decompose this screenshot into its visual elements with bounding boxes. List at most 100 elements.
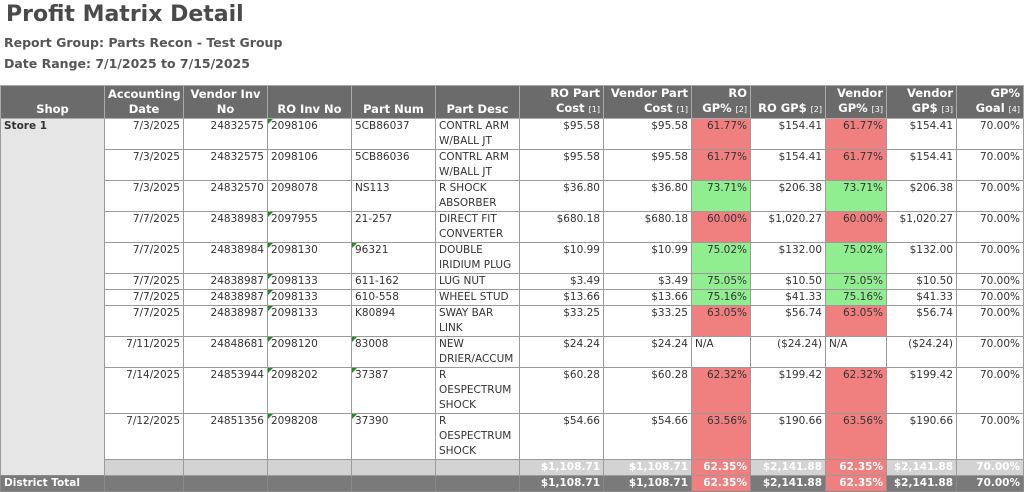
ro-gp-amt-cell: ($24.24) <box>750 336 826 368</box>
column-header-label: Shop <box>36 102 69 116</box>
subtotal-goal: 70.00% <box>956 459 1024 476</box>
ro-gp-amt-cell: $132.00 <box>750 242 826 274</box>
ro-part-cost-cell: $60.28 <box>519 367 604 414</box>
ro-gp-pct-cell: 75.16% <box>691 289 751 306</box>
column-footnote-ref: [1] <box>588 105 600 114</box>
column-header-label: Vendor Part Cost <box>610 86 688 115</box>
table-row[interactable]: 7/7/2025 24838987 2098133 610-558 WHEEL STUD… <box>1 289 1024 306</box>
gp-goal-cell: 70.00% <box>956 149 1024 181</box>
accounting-date-cell: 7/3/2025 <box>104 180 184 212</box>
vendor-gp-pct-cell: 75.02% <box>825 242 887 274</box>
part-desc-cell: R OESPECTRUM SHOCK <box>435 413 520 460</box>
ro-gp-pct-cell: 60.00% <box>691 211 751 243</box>
column-header[interactable]: RO Part Cost [1] <box>519 85 604 119</box>
column-header[interactable]: Part Desc <box>435 85 520 119</box>
vendor-inv-cell: 24838983 <box>183 211 268 243</box>
accounting-date-cell: 7/3/2025 <box>104 149 184 181</box>
table-row[interactable]: 7/3/2025 24832570 2098078 NS113 R SHOCK ABSO… <box>1 180 1024 212</box>
column-footnote-ref: [3] <box>871 105 883 114</box>
column-header[interactable]: Vendor Inv No <box>183 85 268 119</box>
vendor-part-cost-cell: $95.58 <box>603 118 692 150</box>
column-header-label: Vendor Inv No <box>190 87 261 116</box>
column-header[interactable]: Vendor GP% [3] <box>825 85 887 119</box>
table-row[interactable]: 7/7/2025 24838987 2098133 611-162 LUG NUT $3.… <box>1 273 1024 290</box>
vendor-inv-cell: 24848681 <box>183 336 268 368</box>
column-header[interactable]: RO GP$ [2] <box>750 85 826 119</box>
gp-goal-cell: 70.00% <box>956 413 1024 460</box>
vendor-gp-amt-cell: $154.41 <box>886 118 957 150</box>
subtotal-row: $1,108.71 $1,108.71 62.35% $2,141.88 62.35% $… <box>1 459 1024 476</box>
vendor-gp-pct-cell: 61.77% <box>825 149 887 181</box>
part-num-cell: 83008 <box>351 336 436 368</box>
vendor-gp-amt-cell: $132.00 <box>886 242 957 274</box>
part-desc-cell: NEW DRIER/ACCUM <box>435 336 520 368</box>
ro-inv-cell: 2098133 <box>267 305 352 337</box>
accounting-date-cell: 7/7/2025 <box>104 242 184 274</box>
column-header-label: Accounting Date <box>108 87 181 116</box>
vendor-inv-cell: 24838987 <box>183 305 268 337</box>
vendor-gp-amt-cell: $206.38 <box>886 180 957 212</box>
empty-cell <box>104 459 184 476</box>
subtotal-ro-gp-amt: $2,141.88 <box>750 459 826 476</box>
part-desc-cell: CONTRL ARM W/BALL JT <box>435 118 520 150</box>
column-header[interactable]: RO Inv No <box>267 85 352 119</box>
column-header[interactable]: Accounting Date <box>104 85 184 119</box>
vendor-gp-pct-cell: 61.77% <box>825 118 887 150</box>
subtotal-ro-cost: $1,108.71 <box>519 459 604 476</box>
column-header[interactable]: Vendor Part Cost [1] <box>603 85 692 119</box>
report-title: Profit Matrix Detail <box>6 2 244 27</box>
ro-gp-pct-cell: 62.32% <box>691 367 751 414</box>
ro-inv-cell: 2098106 <box>267 149 352 181</box>
ro-part-cost-cell: $680.18 <box>519 211 604 243</box>
vendor-part-cost-cell: $36.80 <box>603 180 692 212</box>
ro-inv-cell: 2098078 <box>267 180 352 212</box>
gp-goal-cell: 70.00% <box>956 118 1024 150</box>
part-desc-cell: WHEEL STUD <box>435 289 520 306</box>
vendor-inv-cell: 24832575 <box>183 118 268 150</box>
column-header[interactable]: Vendor GP$ [3] <box>886 85 957 119</box>
table-row[interactable]: 7/7/2025 24838984 2098130 96321 DOUBLE IRIDI… <box>1 242 1024 274</box>
table-row[interactable]: 7/7/2025 24838983 2097955 21-257 DIRECT FIT … <box>1 211 1024 243</box>
column-header-label: Part Num <box>363 102 424 116</box>
table-row[interactable]: 7/11/2025 24848681 2098120 83008 NEW DRIER/A… <box>1 336 1024 368</box>
part-desc-cell: DOUBLE IRIDIUM PLUG <box>435 242 520 274</box>
column-header[interactable]: RO GP% [2] <box>691 85 751 119</box>
ro-gp-amt-cell: $56.74 <box>750 305 826 337</box>
part-num-cell: NS113 <box>351 180 436 212</box>
vendor-inv-cell: 24853944 <box>183 367 268 414</box>
column-header[interactable]: Shop <box>0 85 105 119</box>
shop-cell: Store 1 <box>0 118 105 476</box>
accounting-date-cell: 7/7/2025 <box>104 289 184 306</box>
part-num-cell: 611-162 <box>351 273 436 290</box>
ro-gp-pct-cell: 61.77% <box>691 118 751 150</box>
gp-goal-cell: 70.00% <box>956 242 1024 274</box>
ro-gp-pct-cell: 63.56% <box>691 413 751 460</box>
vendor-part-cost-cell: $3.49 <box>603 273 692 290</box>
accounting-date-cell: 7/7/2025 <box>104 305 184 337</box>
vendor-gp-pct-cell: 75.16% <box>825 289 887 306</box>
vendor-inv-cell: 24851356 <box>183 413 268 460</box>
table-row[interactable]: 7/7/2025 24838987 2098133 K80894 SWAY BAR LI… <box>1 305 1024 337</box>
ro-gp-pct-cell: 73.71% <box>691 180 751 212</box>
vendor-gp-amt-cell: $1,020.27 <box>886 211 957 243</box>
part-num-cell: K80894 <box>351 305 436 337</box>
subtotal-vendor-cost: $1,108.71 <box>603 459 692 476</box>
vendor-inv-cell: 24832575 <box>183 149 268 181</box>
table-row[interactable]: 7/12/2025 24851356 2098208 37390 R OESPECTRU… <box>1 413 1024 460</box>
column-header-label: RO Part Cost <box>550 86 600 115</box>
ro-part-cost-cell: $95.58 <box>519 149 604 181</box>
part-desc-cell: LUG NUT <box>435 273 520 290</box>
ro-gp-amt-cell: $199.42 <box>750 367 826 414</box>
part-desc-cell: R SHOCK ABSORBER <box>435 180 520 212</box>
ro-gp-amt-cell: $10.50 <box>750 273 826 290</box>
table-row[interactable]: 7/3/2025 24832575 2098106 5CB86036 CONTRL AR… <box>1 149 1024 181</box>
column-header[interactable]: Part Num <box>351 85 436 119</box>
ro-gp-pct-cell: 61.77% <box>691 149 751 181</box>
ro-inv-cell: 2098130 <box>267 242 352 274</box>
column-header[interactable]: GP% Goal [4] <box>956 85 1024 119</box>
table-row[interactable]: 7/14/2025 24853944 2098202 37387 R OESPECTRU… <box>1 367 1024 414</box>
ro-inv-cell: 2097955 <box>267 211 352 243</box>
ro-gp-amt-cell: $154.41 <box>750 149 826 181</box>
table-row[interactable]: Store 1 7/3/2025 24832575 2098106 5CB86037 CO… <box>0 118 1024 476</box>
ro-gp-pct-cell: 75.05% <box>691 273 751 290</box>
